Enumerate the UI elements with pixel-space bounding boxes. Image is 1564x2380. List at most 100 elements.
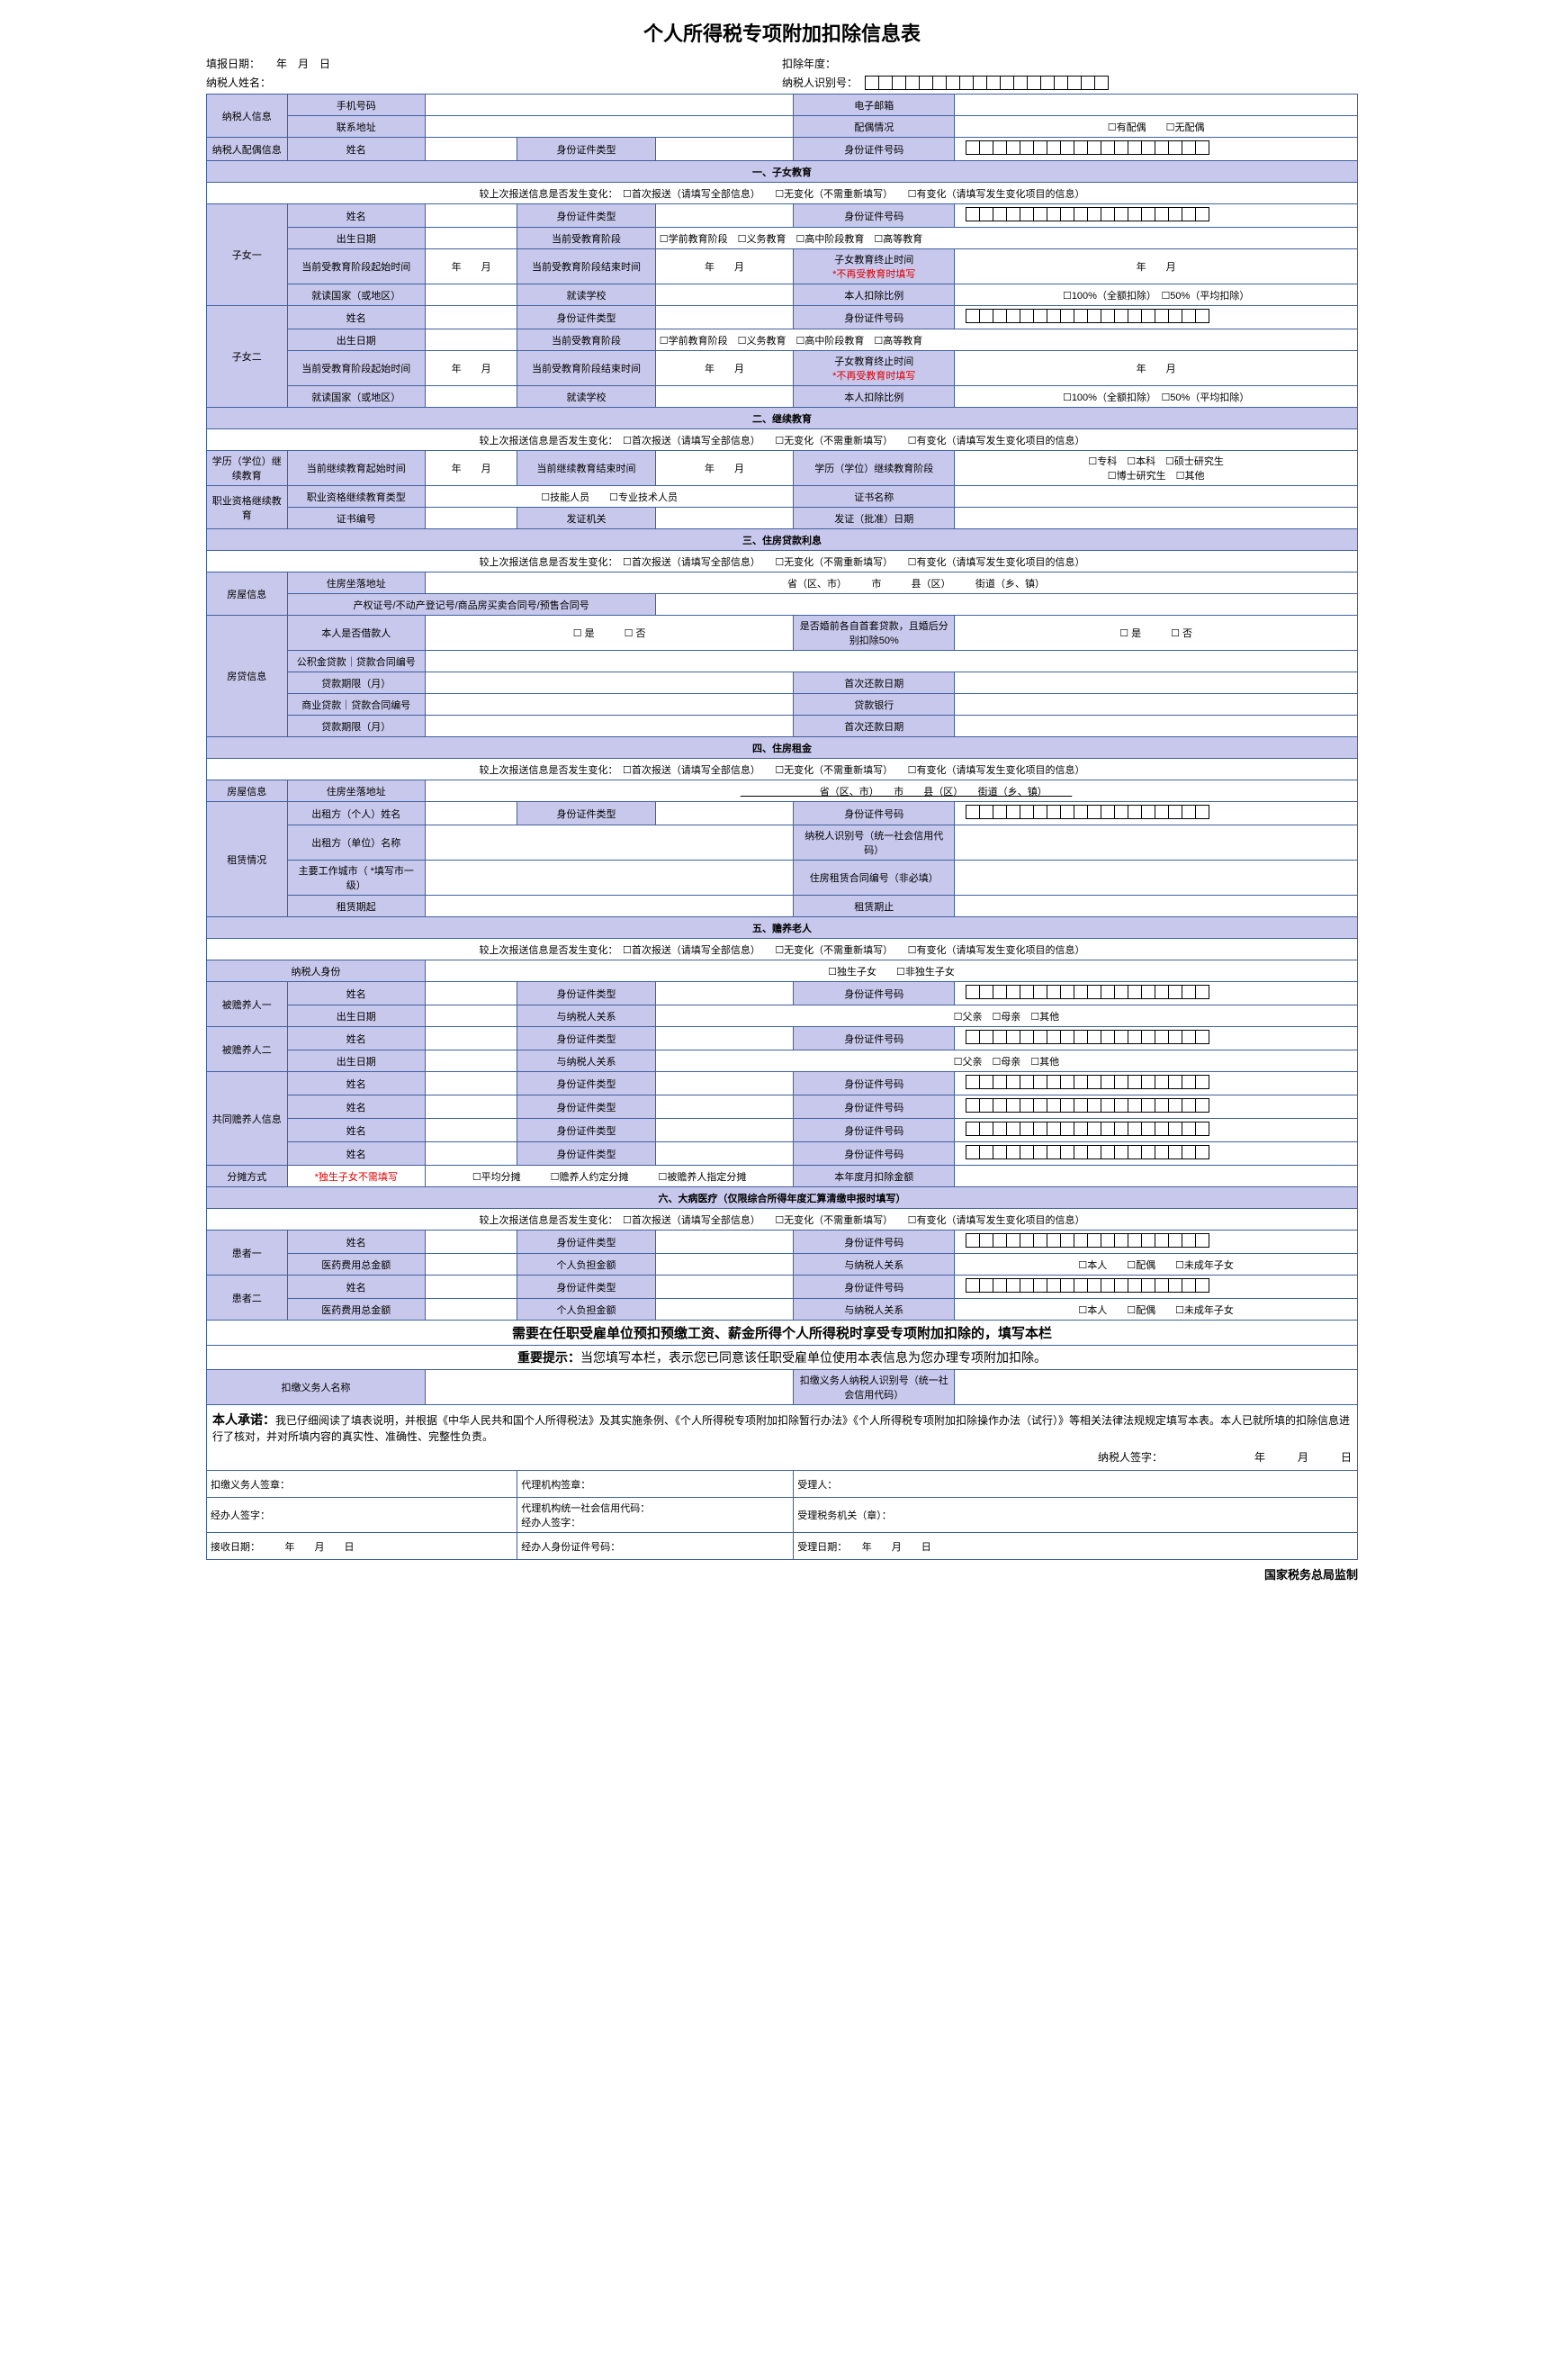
s3-firstloan-opts[interactable]: ☐ 是 ☐ 否 bbox=[955, 616, 1358, 651]
s6-change[interactable]: 较上次报送信息是否发生变化： ☐首次报送（请填写全部信息） ☐无变化（不需重新填… bbox=[207, 1209, 1358, 1231]
c1-end-input[interactable]: 年 月 bbox=[655, 249, 793, 284]
c2-name-input[interactable] bbox=[425, 306, 517, 329]
s4-change[interactable]: 较上次报送信息是否发生变化： ☐首次报送（请填写全部信息） ☐无变化（不需重新填… bbox=[207, 759, 1358, 780]
s6-p2-total-input[interactable] bbox=[425, 1299, 517, 1321]
s5-d1-idno-input[interactable] bbox=[955, 982, 1358, 1005]
s5-co3-name-input[interactable] bbox=[425, 1119, 517, 1142]
s6-p2-rel-opts[interactable]: ☐本人 ☐配偶 ☐未成年子女 bbox=[955, 1299, 1358, 1321]
s5-d1-rel-opts[interactable]: ☐父亲 ☐母亲 ☐其他 bbox=[655, 1005, 1357, 1027]
c2-stage-opts[interactable]: ☐学前教育阶段 ☐义务教育 ☐高中阶段教育 ☐高等教育 bbox=[655, 329, 1357, 351]
sig-handler-id[interactable]: 经办人身份证件号码： bbox=[517, 1533, 794, 1560]
c2-dob-input[interactable] bbox=[425, 329, 517, 351]
spouse-opts[interactable]: ☐有配偶 ☐无配偶 bbox=[955, 116, 1358, 138]
s5-d2-name-input[interactable] bbox=[425, 1027, 517, 1050]
s3-bank-input[interactable] bbox=[955, 694, 1358, 716]
c1-idtype-input[interactable] bbox=[655, 204, 793, 228]
s4-end-input[interactable] bbox=[955, 896, 1358, 917]
s5-method-opts[interactable]: ☐平均分摊 ☐赡养人约定分摊 ☐被赡养人指定分摊 bbox=[425, 1166, 793, 1187]
s2-edutype-opts[interactable]: ☐技能人员 ☐专业技术人员 bbox=[425, 486, 793, 508]
s5-d2-idtype-input[interactable] bbox=[655, 1027, 793, 1050]
s5-d2-dob-input[interactable] bbox=[425, 1050, 517, 1072]
s5-co3-idno-input[interactable] bbox=[955, 1119, 1358, 1142]
c2-end-input[interactable]: 年 月 bbox=[655, 351, 793, 386]
s5-d2-idno-input[interactable] bbox=[955, 1027, 1358, 1050]
s5-co1-name-input[interactable] bbox=[425, 1072, 517, 1095]
c2-ratio-opts[interactable]: ☐100%（全额扣除） ☐50%（平均扣除） bbox=[955, 386, 1358, 408]
s2-certno-input[interactable] bbox=[425, 508, 517, 529]
s5-d1-dob-input[interactable] bbox=[425, 1005, 517, 1027]
phone-input[interactable] bbox=[425, 95, 793, 116]
sig-agency-code[interactable]: 代理机构统一社会信用代码：经办人签字： bbox=[517, 1498, 794, 1533]
sig-handler1[interactable]: 经办人签字： bbox=[207, 1498, 517, 1533]
s5-d1-idtype-input[interactable] bbox=[655, 982, 793, 1005]
sig-agent[interactable]: 扣缴义务人签章： bbox=[207, 1471, 517, 1498]
c1-name-input[interactable] bbox=[425, 204, 517, 228]
s4-lessorc-input[interactable] bbox=[425, 825, 793, 861]
s5-co1-idno-input[interactable] bbox=[955, 1072, 1358, 1095]
taxpayer-id-boxes[interactable] bbox=[865, 76, 1109, 90]
s5-d1-name-input[interactable] bbox=[425, 982, 517, 1005]
c2-school-input[interactable] bbox=[655, 386, 793, 408]
sig-accept-date[interactable]: 受理日期： 年 月 日 bbox=[794, 1533, 1358, 1560]
s6-p2-idno-input[interactable] bbox=[955, 1276, 1358, 1299]
s2-end-input[interactable]: 年 月 bbox=[655, 451, 793, 486]
s5-d2-rel-opts[interactable]: ☐父亲 ☐母亲 ☐其他 bbox=[655, 1050, 1357, 1072]
s4-addr-input[interactable]: 省（区、市） 市 县（区） 街道（乡、镇） bbox=[425, 780, 1357, 802]
c1-country-input[interactable] bbox=[425, 284, 517, 306]
s5-co2-idtype-input[interactable] bbox=[655, 1095, 793, 1119]
s3-firstpay1-input[interactable] bbox=[955, 672, 1358, 694]
s5-co2-name-input[interactable] bbox=[425, 1095, 517, 1119]
c2-term-input[interactable]: 年 月 bbox=[955, 351, 1358, 386]
s6-p1-idtype-input[interactable] bbox=[655, 1231, 793, 1254]
withhold-agentid-input[interactable] bbox=[955, 1370, 1358, 1405]
c2-idno-input[interactable] bbox=[955, 306, 1358, 329]
c1-stage-opts[interactable]: ☐学前教育阶段 ☐义务教育 ☐高中阶段教育 ☐高等教育 bbox=[655, 228, 1357, 249]
c1-idno-input[interactable] bbox=[955, 204, 1358, 228]
s4-taxid-input[interactable] bbox=[955, 825, 1358, 861]
s5-co4-idno-input[interactable] bbox=[955, 1142, 1358, 1166]
s3-bizno-input[interactable] bbox=[425, 694, 793, 716]
s6-p1-idno-input[interactable] bbox=[955, 1231, 1358, 1254]
sig-agency[interactable]: 代理机构签章： bbox=[517, 1471, 794, 1498]
s5-co1-idtype-input[interactable] bbox=[655, 1072, 793, 1095]
s2-stage-opts[interactable]: ☐专科 ☐本科 ☐硕士研究生 ☐博士研究生 ☐其他 bbox=[955, 451, 1358, 486]
c1-term-input[interactable]: 年 月 bbox=[955, 249, 1358, 284]
addr-input[interactable] bbox=[425, 116, 793, 138]
s5-status-opts[interactable]: ☐独生子女 ☐非独生子女 bbox=[425, 960, 1357, 982]
c1-school-input[interactable] bbox=[655, 284, 793, 306]
spouse-name-input[interactable] bbox=[425, 138, 517, 161]
sig-recv-date[interactable]: 接收日期： 年 月 日 bbox=[207, 1533, 517, 1560]
c1-ratio-opts[interactable]: ☐100%（全额扣除） ☐50%（平均扣除） bbox=[955, 284, 1358, 306]
s5-co4-idtype-input[interactable] bbox=[655, 1142, 793, 1166]
s4-idtype-input[interactable] bbox=[655, 802, 793, 825]
s6-p2-name-input[interactable] bbox=[425, 1276, 517, 1299]
s3-firstpay2-input[interactable] bbox=[955, 716, 1358, 737]
s3-cert-input[interactable] bbox=[655, 594, 1357, 616]
s2-certname-input[interactable] bbox=[955, 486, 1358, 508]
s5-co2-idno-input[interactable] bbox=[955, 1095, 1358, 1119]
s2-change[interactable]: 较上次报送信息是否发生变化： ☐首次报送（请填写全部信息） ☐无变化（不需重新填… bbox=[207, 429, 1358, 451]
email-input[interactable] bbox=[955, 95, 1358, 116]
s4-idno-input[interactable] bbox=[955, 802, 1358, 825]
s3-fundno-input[interactable] bbox=[425, 651, 1357, 672]
sig-tax-seal[interactable]: 受理税务机关（章）： bbox=[794, 1498, 1358, 1533]
s2-start-input[interactable]: 年 月 bbox=[425, 451, 517, 486]
withhold-agent-input[interactable] bbox=[425, 1370, 793, 1405]
s2-issuer-input[interactable] bbox=[655, 508, 793, 529]
s3-term2-input[interactable] bbox=[425, 716, 793, 737]
s6-p1-name-input[interactable] bbox=[425, 1231, 517, 1254]
s6-p2-idtype-input[interactable] bbox=[655, 1276, 793, 1299]
s4-start-input[interactable] bbox=[425, 896, 793, 917]
s3-borrower-opts[interactable]: ☐ 是 ☐ 否 bbox=[425, 616, 793, 651]
s5-co3-idtype-input[interactable] bbox=[655, 1119, 793, 1142]
c1-dob-input[interactable] bbox=[425, 228, 517, 249]
s3-change[interactable]: 较上次报送信息是否发生变化： ☐首次报送（请填写全部信息） ☐无变化（不需重新填… bbox=[207, 551, 1358, 572]
c2-start-input[interactable]: 年 月 bbox=[425, 351, 517, 386]
c2-idtype-input[interactable] bbox=[655, 306, 793, 329]
s5-change[interactable]: 较上次报送信息是否发生变化： ☐首次报送（请填写全部信息） ☐无变化（不需重新填… bbox=[207, 939, 1358, 960]
s6-p1-total-input[interactable] bbox=[425, 1254, 517, 1276]
s6-p2-self-input[interactable] bbox=[655, 1299, 793, 1321]
s3-term1-input[interactable] bbox=[425, 672, 793, 694]
sig-receiver[interactable]: 受理人： bbox=[794, 1471, 1358, 1498]
s4-city-input[interactable] bbox=[425, 861, 793, 896]
